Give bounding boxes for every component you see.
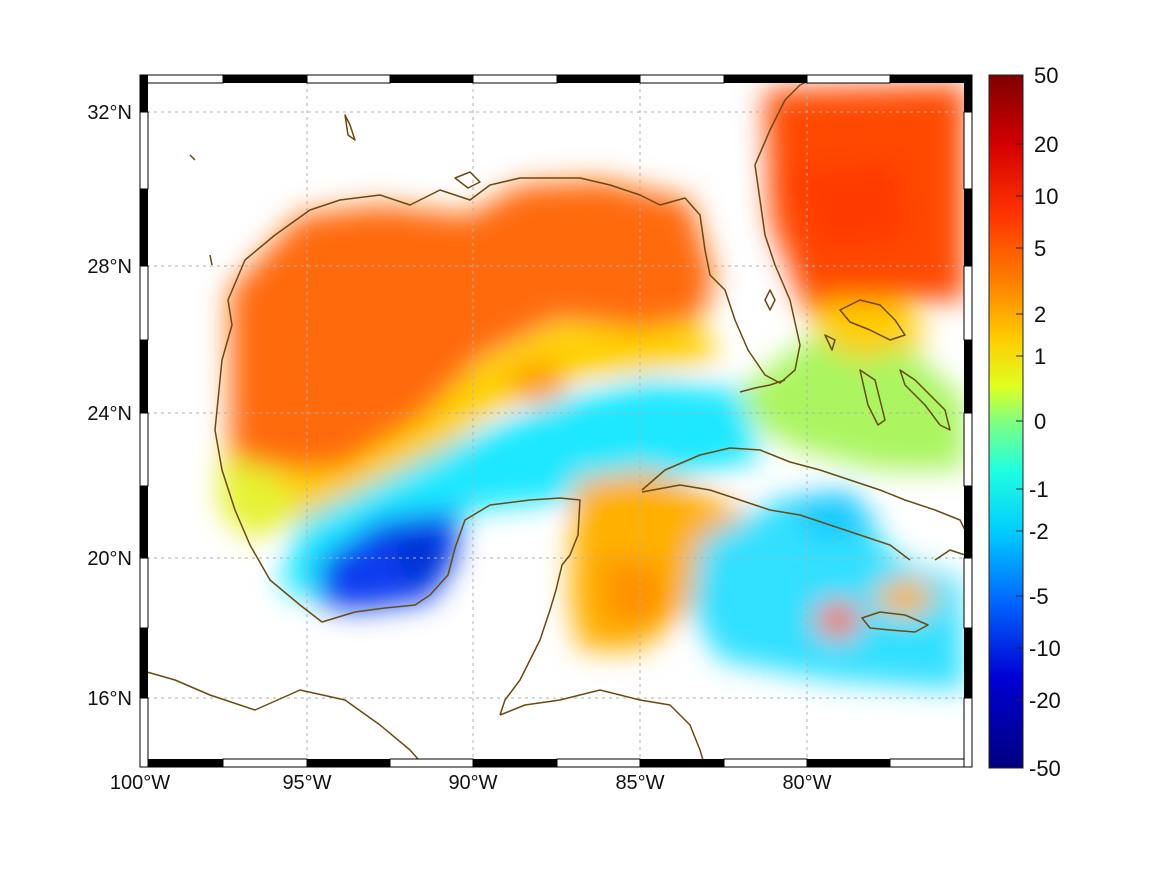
map-panel: 32°N 28°N 24°N 20°N 16°N 100°W 95°W 90°W… — [87, 74, 973, 794]
colorbar-label-minus-50: -50 — [1029, 756, 1061, 781]
lon-label-90w: 90°W — [448, 772, 497, 794]
colorbar-label-minus-5: -5 — [1029, 584, 1049, 609]
colorbar-label-minus-2: -2 — [1029, 519, 1049, 544]
colorbar-label-1: 1 — [1034, 344, 1046, 369]
graticule — [140, 75, 972, 767]
colorbar-label-0: 0 — [1034, 409, 1046, 434]
colorbar-label-minus-20: -20 — [1029, 688, 1061, 713]
latitude-labels: 32°N 28°N 24°N 20°N 16°N — [87, 102, 132, 710]
colorbar-ticks — [1016, 143, 1023, 701]
colorbar-label-10: 10 — [1034, 184, 1058, 209]
lat-label-28n: 28°N — [87, 256, 132, 278]
lon-label-95w: 95°W — [282, 772, 331, 794]
colorbar-label-5: 5 — [1034, 236, 1046, 261]
longitude-labels: 100°W 95°W 90°W 85°W 80°W — [110, 772, 832, 794]
colorbar: 50 20 10 5 2 1 0 -1 -2 -5 -10 -20 -50 — [988, 63, 1061, 781]
lon-label-80w: 80°W — [782, 772, 831, 794]
lat-label-20n: 20°N — [87, 548, 132, 570]
colorbar-label-20: 20 — [1034, 132, 1058, 157]
colorbar-label-2: 2 — [1034, 302, 1046, 327]
lat-label-32n: 32°N — [87, 102, 132, 124]
lat-label-24n: 24°N — [87, 403, 132, 425]
colorbar-label-50: 50 — [1034, 63, 1058, 88]
colorbar-labels: 50 20 10 5 2 1 0 -1 -2 -5 -10 -20 -50 — [1029, 63, 1061, 781]
colorbar-label-minus-10: -10 — [1029, 636, 1061, 661]
lon-label-85w: 85°W — [615, 772, 664, 794]
coastline — [139, 77, 966, 768]
map-frame — [139, 74, 973, 768]
colorbar-label-minus-1: -1 — [1029, 477, 1049, 502]
lon-label-100w: 100°W — [110, 772, 170, 794]
lat-label-16n: 16°N — [87, 688, 132, 710]
